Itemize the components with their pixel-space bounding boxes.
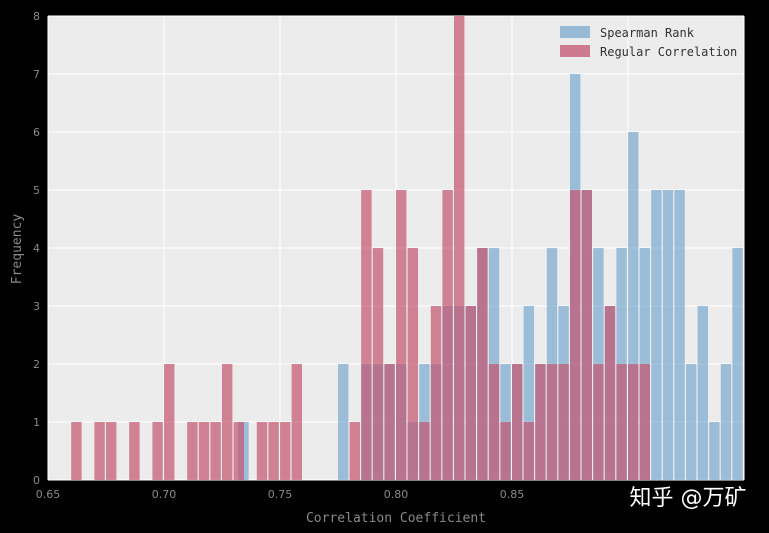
watermark-text: 知乎 @万矿 [630,486,747,511]
x-tick-label: 0.80 [384,488,409,501]
bar-regular [419,422,430,480]
bar-regular [372,248,384,480]
y-tick-label: 8 [33,10,40,23]
bar-regular [187,422,198,480]
bar-regular [280,422,291,480]
bar-regular [349,422,360,480]
bar-spearman [697,306,708,480]
bar-spearman [628,132,639,480]
bar-regular [152,422,163,480]
bar-spearman [651,190,662,480]
bar-regular [500,422,511,480]
bar-regular [477,248,488,480]
y-axis-label: Frequency [10,214,25,285]
bar-regular [256,422,268,480]
bar-regular [581,190,592,480]
bar-regular [593,364,604,480]
bar-regular [558,364,569,480]
bar-spearman [732,248,743,480]
x-tick-label: 0.65 [36,488,61,501]
y-tick-label: 1 [33,416,40,429]
bar-spearman [720,364,732,480]
bar-regular [384,364,395,480]
bar-regular [361,190,372,480]
bar-regular [106,422,117,480]
bar-regular [268,422,279,480]
bar-regular [233,422,244,480]
x-tick-label: 0.85 [500,488,525,501]
bar-regular [465,306,476,480]
bar-regular [71,422,82,480]
bar-regular [488,364,500,480]
bar-regular [454,16,465,480]
x-axis-label: Correlation Coefficient [306,511,486,526]
bar-spearman [674,190,685,480]
y-tick-label: 7 [33,68,40,81]
bar-spearman [686,364,697,480]
legend: Spearman Rank Regular Correlation [560,26,737,59]
bar-spearman [662,190,674,480]
bar-regular [523,422,534,480]
bar-spearman [709,422,720,480]
y-tick-label: 3 [33,300,40,313]
tick-labels: 0.65 0.70 0.75 0.80 0.85 0 1 2 3 4 5 6 7 8 [33,10,524,501]
bar-regular [430,306,442,480]
x-tick-label: 0.75 [268,488,293,501]
y-tick-label: 4 [33,242,40,255]
bar-regular [396,190,407,480]
bar-regular [628,364,639,480]
bar-regular [535,364,546,480]
legend-swatch-spearman [560,26,590,38]
bar-regular [407,248,418,480]
bar-regular [570,190,581,480]
legend-label-spearman: Spearman Rank [600,26,695,40]
legend-swatch-regular [560,45,590,57]
y-tick-label: 6 [33,126,40,139]
bar-regular [198,422,210,480]
bar-regular [442,190,453,480]
x-tick-label: 0.70 [152,488,177,501]
bar-regular [512,364,523,480]
bar-regular [210,422,221,480]
bar-regular [291,364,302,480]
legend-label-regular: Regular Correlation [600,45,737,59]
y-tick-label: 5 [33,184,40,197]
bars [71,16,743,480]
bar-regular [616,364,627,480]
bar-spearman [338,364,349,480]
bar-regular [639,364,650,480]
bar-spearman [523,306,534,480]
y-tick-label: 0 [33,474,40,487]
bar-regular [222,364,233,480]
bar-regular [164,364,175,480]
bar-regular [94,422,105,480]
bar-regular [546,364,558,480]
y-tick-label: 2 [33,358,40,371]
bar-regular [604,306,616,480]
bar-regular [129,422,140,480]
